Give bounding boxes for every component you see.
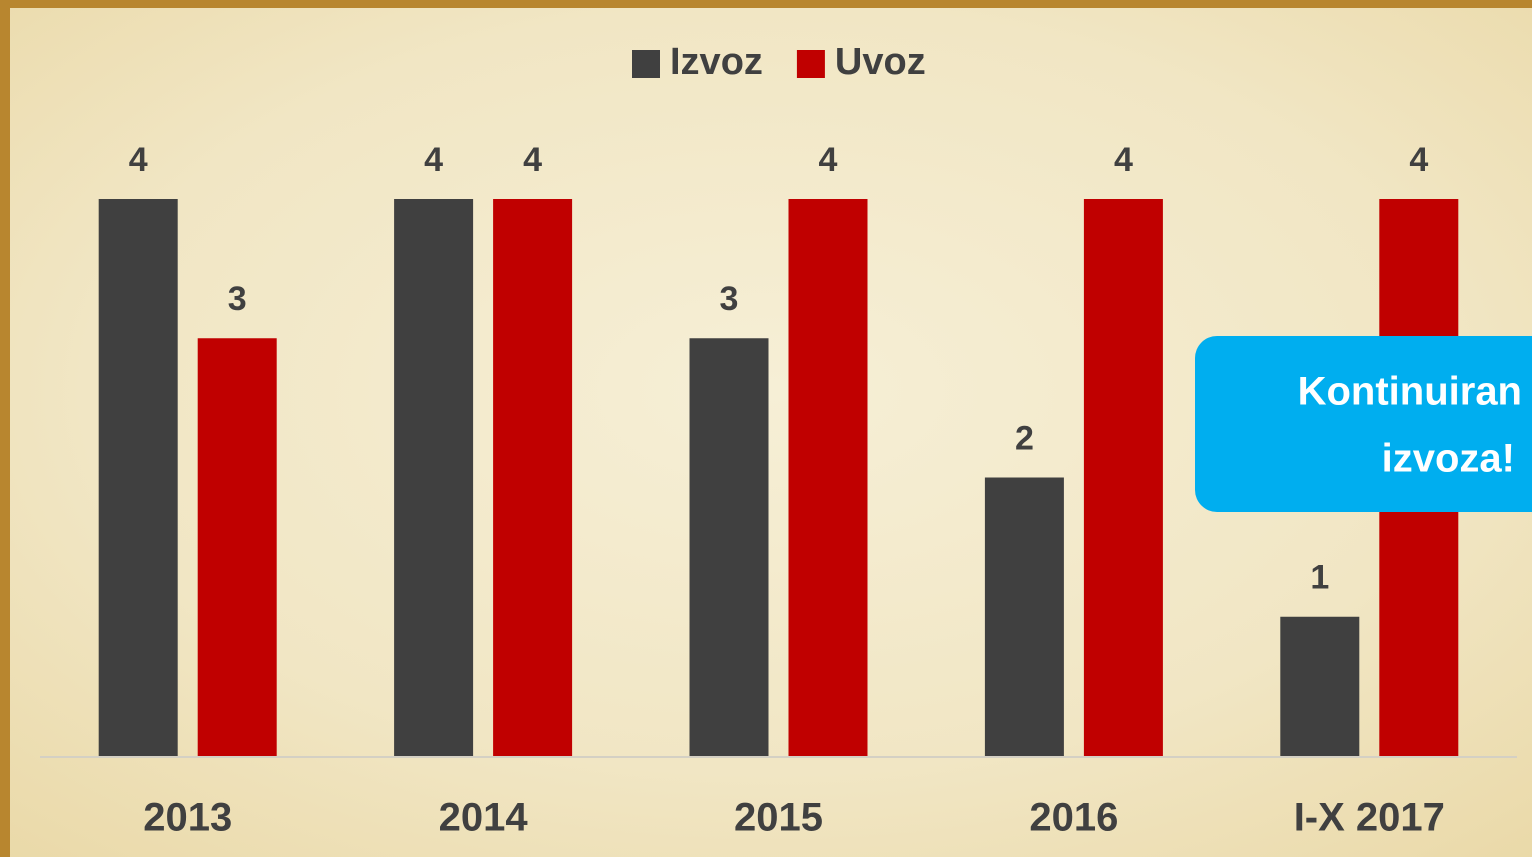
data-label: 4 [424,141,443,179]
data-label: 3 [720,280,739,318]
bar [493,199,573,756]
data-label: 4 [1114,141,1133,179]
bar [1083,199,1163,756]
data-label: 4 [129,141,148,179]
annotation: Kontinuiran [1298,370,1522,414]
data-label: 2 [1015,419,1034,457]
x-tick-label: 2014 [439,796,529,840]
legend-label: Izvoz [670,41,763,83]
data-label: 4 [819,141,838,179]
data-label: 4 [1409,141,1428,179]
data-label: 3 [228,280,247,318]
data-label: 4 [523,141,542,179]
callout: Kontinuiran izvoza! [1195,336,1532,512]
legend-label: Uvoz [835,41,926,83]
legend-swatch [796,50,825,78]
bar [1280,616,1360,756]
bar [984,477,1064,756]
legend-swatch [632,50,660,78]
x-tick-label: 2013 [143,796,232,840]
annotation: izvoza! [1382,437,1515,481]
x-tick-label: I-X 2017 [1294,796,1445,840]
bar [689,338,769,756]
x-tick-label: 2016 [1029,796,1118,840]
bar [98,199,178,756]
bar [788,199,868,756]
x-tick-label: 2015 [734,796,823,840]
data-label: 1 [1310,559,1329,597]
bar [394,199,474,756]
bar [197,338,277,756]
callout-box [1195,336,1532,512]
